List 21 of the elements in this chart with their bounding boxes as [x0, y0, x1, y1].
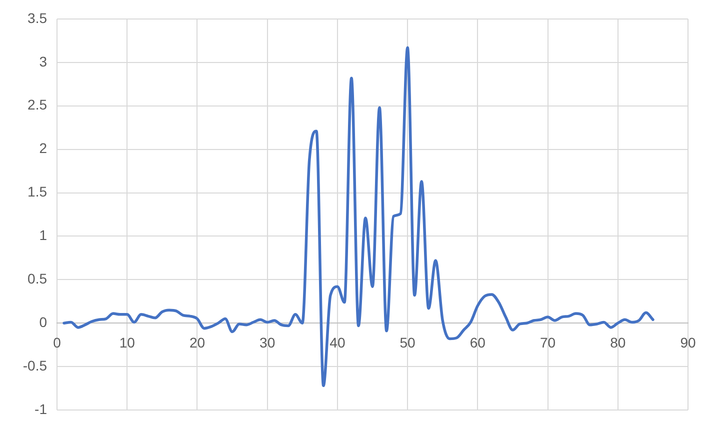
x-tick-label: 60 — [470, 334, 486, 350]
y-tick-label: 1.5 — [28, 184, 48, 200]
x-tick-label: 80 — [610, 334, 626, 350]
x-tick-label: 40 — [330, 334, 346, 350]
y-tick-label: -0.5 — [22, 357, 48, 374]
y-tick-label: 0.5 — [28, 270, 48, 287]
y-tick-label: 2.5 — [28, 96, 48, 113]
y-tick-label: 2 — [39, 140, 48, 156]
y-tick-label: 3.5 — [28, 10, 48, 26]
y-tick-label: -1 — [34, 400, 48, 417]
x-tick-label: 90 — [680, 334, 696, 350]
x-tick-label: 10 — [119, 334, 136, 350]
x-tick-label: 0 — [53, 334, 62, 350]
x-tick-label: 70 — [540, 334, 556, 350]
y-tick-label: 3 — [39, 53, 48, 70]
x-tick-label: 20 — [189, 334, 206, 350]
y-tick-label: 0 — [39, 314, 48, 330]
x-tick-label: 30 — [260, 334, 276, 350]
line-series — [62, 46, 654, 388]
x-tick-label: 50 — [400, 334, 416, 350]
y-tick-label: 1 — [39, 227, 48, 244]
